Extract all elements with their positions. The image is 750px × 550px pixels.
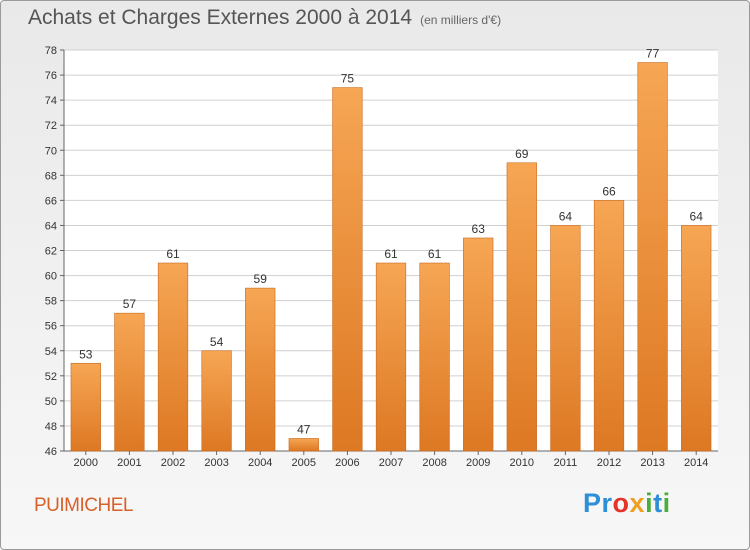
bar-2014 [681,225,712,452]
chart-title: Achats et Charges Externes 2000 à 2014 (e… [28,6,501,30]
value-label-2002: 61 [166,247,180,261]
bar-2002 [157,262,189,452]
value-label-2003: 54 [210,335,224,349]
x-tick-label-2001: 2001 [117,457,141,469]
y-tick-label: 64 [45,220,57,232]
bar-2000 [70,362,101,452]
value-label-2007: 61 [384,247,398,261]
bar-2009 [463,237,494,452]
x-tick-label-2013: 2013 [640,457,664,469]
x-tick-label-2003: 2003 [204,457,228,469]
bar-2011 [550,225,581,452]
y-tick-label: 54 [45,346,57,358]
y-tick-label: 66 [45,195,57,207]
bar-2001 [114,312,145,452]
y-tick-label: 74 [45,95,57,107]
value-label-2009: 63 [472,222,486,236]
y-tick-label: 46 [45,446,57,458]
value-label-2006: 75 [341,72,355,86]
value-label-2010: 69 [515,147,529,161]
y-tick-label: 68 [45,170,57,182]
value-label-2005: 47 [297,422,311,436]
value-label-2001: 57 [123,297,137,311]
x-tick-label-2005: 2005 [292,457,316,469]
y-tick-label: 62 [45,246,57,258]
bar-2003 [201,350,232,452]
chart-title-text: Achats et Charges Externes 2000 à 2014 [28,6,413,29]
proxiti-logo: Proxiti [583,488,671,518]
value-label-2014: 64 [690,209,704,223]
x-tick-label-2009: 2009 [466,457,490,469]
y-tick-label: 50 [45,396,57,408]
x-tick-label-2014: 2014 [684,457,708,469]
x-tick-label-2000: 2000 [74,457,98,469]
y-tick-label: 56 [45,321,57,333]
y-tick-label: 78 [45,45,57,57]
value-label-2004: 59 [254,272,268,286]
x-tick-label-2008: 2008 [422,457,446,469]
value-label-2000: 53 [79,347,93,361]
x-tick-label-2006: 2006 [335,457,359,469]
bar-2004 [245,287,276,452]
x-tick-label-2012: 2012 [597,457,621,469]
y-tick-label: 52 [45,371,57,383]
y-tick-label: 76 [45,70,57,82]
x-tick-label-2004: 2004 [248,457,272,469]
y-tick-label: 58 [45,296,57,308]
x-tick-label-2010: 2010 [510,457,534,469]
bar-2012 [593,200,625,452]
bar-2013 [637,62,668,452]
x-tick-label-2011: 2011 [554,457,578,469]
bar-2007 [375,262,407,452]
chart-unit: (en milliers d'€) [420,13,502,27]
commune-name: PUIMICHEL [34,495,133,516]
y-tick-label: 70 [45,145,57,157]
value-label-2011: 64 [559,209,573,223]
y-tick-label: 72 [45,120,57,132]
y-tick-label: 48 [45,421,57,433]
y-tick-label: 60 [45,271,57,283]
value-label-2013: 77 [646,47,660,61]
value-label-2012: 66 [602,184,616,198]
x-tick-label-2002: 2002 [161,457,185,469]
bar-2006 [332,87,363,452]
x-tick-label-2007: 2007 [379,457,403,469]
bar-2008 [419,262,450,452]
bar-2010 [506,162,537,452]
bar-2005 [288,438,319,452]
value-label-2008: 61 [428,247,442,261]
